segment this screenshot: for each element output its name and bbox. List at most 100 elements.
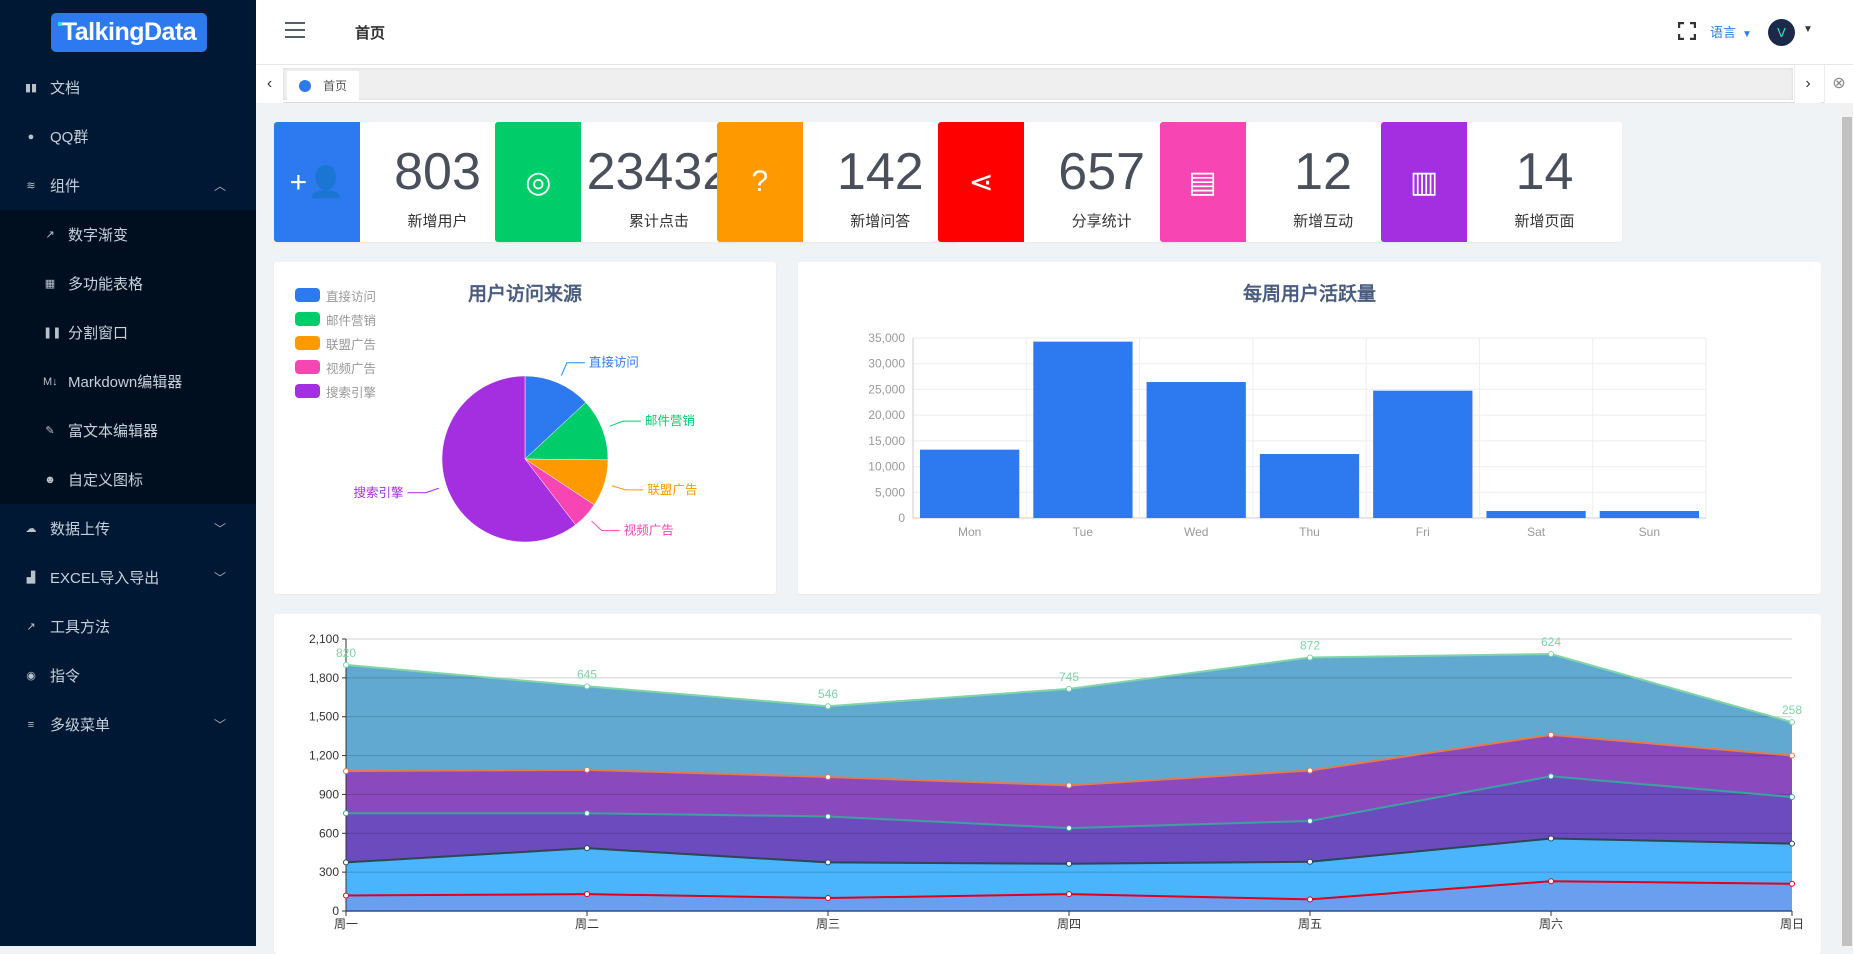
legend-label: 搜索引擎 [326, 385, 377, 400]
chevron-icon: ﹀ [213, 571, 226, 585]
bar-chart-card: 每周用户活跃量 0 5,000 10,000 15,000 20,000 25,000 30… [798, 262, 1821, 594]
data-point [1307, 767, 1313, 774]
bar [1373, 390, 1473, 518]
data-point [1066, 825, 1072, 832]
x-tick-label: 周二 [575, 917, 599, 931]
legend-item[interactable]: 搜索引擎 [295, 379, 376, 403]
layers-icon: ≋ [26, 180, 36, 192]
x-tick-label: Fri [1416, 525, 1430, 539]
book-icon: ▮▮ [24, 82, 38, 94]
data-point [343, 892, 349, 899]
sidebar: TalkingData ▮▮ 文档 ● QQ群 ≋ 组件 ︿ ↗ 数字渐变 ▦ 多功能表格 ❚❚ 分割窗… [0, 0, 256, 946]
data-point [1548, 773, 1554, 780]
data-point [343, 810, 349, 817]
sidebar-item[interactable]: ❚❚ 分割窗口 [0, 308, 256, 357]
map-icon: ▥ [1381, 122, 1467, 242]
legend-item[interactable]: 视频广告 [295, 355, 376, 379]
breadcrumb: 首页 [355, 25, 386, 42]
stat-value: 657 [1058, 143, 1146, 201]
sidebar-item-label: QQ群 [50, 129, 89, 146]
stat-card[interactable]: ▤ 12 新增互动 [1159, 122, 1401, 242]
data-point [1066, 860, 1072, 867]
data-point [584, 766, 590, 773]
x-tick-label: 周六 [1539, 917, 1563, 931]
fullscreen-icon[interactable] [1678, 22, 1696, 40]
sidebar-item[interactable]: ☁ 数据上传 ﹀ [0, 504, 256, 553]
data-point [1789, 794, 1795, 801]
y-tick-label: 900 [319, 787, 339, 801]
legend: 直接访问邮件营销联盟广告视频广告搜索引擎 [295, 283, 376, 403]
stat-value: 12 [1294, 143, 1353, 201]
trend-icon: ↗ [45, 229, 55, 241]
data-label: 624 [1541, 635, 1561, 649]
sidebar-item-label: 指令 [50, 668, 81, 685]
stat-card[interactable]: ▥ 14 新增页面 [1381, 122, 1622, 242]
sidebar-item[interactable]: ≡ 多级菜单 ﹀ [0, 700, 256, 749]
data-point [343, 661, 349, 668]
sidebar-item-label: 文档 [50, 80, 81, 97]
stat-label: 新增页面 [1514, 213, 1575, 230]
slice-label: 视频广告 [624, 523, 674, 538]
y-tick-label: 30,000 [868, 357, 905, 371]
scrollbar[interactable] [1841, 103, 1853, 946]
stat-card[interactable]: +👤 803 新增用户 [274, 122, 515, 242]
sidebar-item-label: 数据上传 [50, 521, 111, 538]
sidebar-item[interactable]: ▮▮ 文档 [0, 63, 256, 112]
sidebar-item-label: 多级菜单 [50, 717, 111, 734]
sidebar-item[interactable]: ☻ 自定义图标 [0, 455, 256, 504]
stat-card[interactable]: ⋖ 657 分享统计 [938, 122, 1180, 242]
y-tick-label: 10,000 [868, 460, 905, 474]
menu-icon: ≡ [27, 718, 35, 731]
sidebar-item-label: Markdown编辑器 [68, 374, 183, 391]
stat-value: 803 [394, 143, 481, 201]
bar-chart-icon: ▟ [26, 572, 36, 584]
stat-label: 分享统计 [1071, 213, 1132, 230]
legend-label: 邮件营销 [326, 313, 377, 328]
sidebar-item[interactable]: M↓ Markdown编辑器 [0, 357, 256, 406]
sidebar-item[interactable]: ✎ 富文本编辑器 [0, 406, 256, 455]
split-icon: ❚❚ [43, 327, 62, 339]
data-point [825, 703, 831, 710]
tab-home[interactable]: 首页 [287, 71, 360, 100]
stat-card[interactable]: ? 142 新增问答 [716, 122, 958, 242]
caret-down-icon[interactable]: ▼ [1803, 24, 1813, 35]
avatar[interactable]: V [1768, 19, 1795, 46]
legend-swatch [295, 360, 320, 374]
y-tick-label: 1,800 [309, 671, 339, 685]
sidebar-item[interactable]: ↗ 数字渐变 [0, 210, 256, 259]
label-line [407, 487, 439, 494]
chart-title: 用户访问来源 [467, 284, 582, 305]
data-point [343, 768, 349, 775]
language-dropdown[interactable]: 语言 ▼ [1710, 22, 1752, 41]
chevron-icon: ﹀ [213, 522, 226, 536]
sidebar-item[interactable]: ↗ 工具方法 [0, 602, 256, 651]
stat-card[interactable]: ◎ 23432 累计点击 [495, 122, 737, 242]
legend-item[interactable]: 邮件营销 [295, 307, 376, 331]
scrollbar-thumb[interactable] [1842, 117, 1852, 946]
sidebar-item[interactable]: ▦ 多功能表格 [0, 259, 256, 308]
scroll-left-button[interactable]: ‹ [256, 65, 283, 103]
data-point [343, 859, 349, 866]
sidebar-item[interactable]: ≋ 组件 ︿ [0, 161, 256, 210]
logo[interactable]: TalkingData [51, 13, 207, 52]
y-tick-label: 25,000 [868, 382, 905, 396]
close-tabs-icon[interactable]: ⊗ [1824, 65, 1853, 103]
add-user-icon: +👤 [274, 122, 360, 242]
sidebar-item[interactable]: ▟ EXCEL导入导出 ﹀ [0, 553, 256, 602]
sidebar-item[interactable]: ● QQ群 [0, 112, 256, 161]
legend-item[interactable]: 联盟广告 [295, 331, 376, 355]
hammer-icon: ↗ [26, 621, 36, 633]
data-point [825, 813, 831, 820]
data-point [1548, 878, 1554, 885]
y-tick-label: 0 [332, 904, 339, 918]
y-tick-label: 1,500 [309, 710, 339, 724]
legend-label: 联盟广告 [326, 337, 377, 352]
legend-item[interactable]: 直接访问 [295, 283, 376, 307]
x-tick-label: Thu [1299, 525, 1320, 539]
legend-swatch [295, 336, 320, 350]
sidebar-item[interactable]: ◉ 指令 [0, 651, 256, 700]
scroll-right-button[interactable]: › [1794, 65, 1821, 103]
hamburger-menu-icon[interactable] [285, 22, 305, 43]
